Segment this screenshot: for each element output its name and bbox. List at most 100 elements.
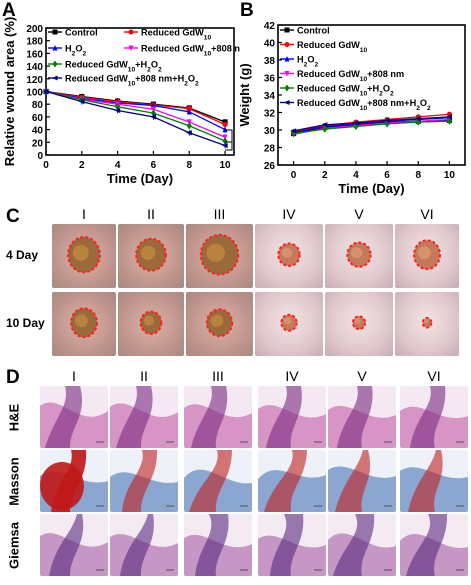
histology-row-label: Masson [6, 457, 22, 506]
photo-column-label: III [213, 206, 226, 222]
histology-row-label: H&E [6, 403, 22, 432]
legend-label: Reduced GdW10+H2O2 [65, 60, 162, 74]
tissue-section [258, 514, 326, 576]
wound-photo [255, 224, 323, 288]
data-point [150, 102, 157, 109]
wound-photo [186, 292, 253, 356]
tissue-section [328, 450, 396, 512]
tissue-section [184, 450, 252, 512]
legend-entry: Reduced GdW10+808 nm+H2O2 [48, 74, 199, 88]
tissue-section [184, 514, 252, 576]
photo-column-label: IV [282, 206, 296, 222]
legend-label: Reduced GdW10+808 nm [141, 44, 240, 58]
data-point [186, 108, 192, 115]
tissue-section [40, 386, 108, 448]
y-tick-label: 180 [26, 37, 43, 48]
legend-label: Reduced GdW10+H2O2 [297, 84, 394, 98]
data-point [222, 126, 228, 133]
legend-marker [52, 60, 58, 68]
series-line [293, 116, 450, 132]
y-tick-label: 60 [32, 113, 44, 124]
wound-photo [325, 224, 393, 288]
legend-marker [284, 42, 290, 47]
histology-image [258, 450, 326, 512]
y-tick-label: 40 [32, 126, 44, 137]
y-tick-label: 0 [37, 151, 43, 162]
legend-entry: Reduced GdW10+808 nm [124, 44, 240, 58]
legend-label: H2O2 [65, 44, 86, 58]
x-tick-label: 6 [151, 160, 157, 171]
data-point [78, 99, 85, 105]
tissue-section [184, 386, 252, 448]
wound-outline [351, 315, 367, 331]
legend-marker [52, 45, 58, 51]
x-tick-label: 0 [43, 160, 49, 171]
legend-entry: H2O2 [48, 44, 86, 58]
data-point [150, 109, 157, 117]
y-tick-label: 34 [264, 91, 276, 102]
tissue-section [258, 386, 326, 448]
histology-column-label: V [357, 368, 367, 384]
wound-outline [135, 237, 167, 272]
wound-outline [421, 316, 433, 329]
y-tick-label: 20 [32, 138, 44, 149]
legend-entry: Reduced GdW10+H2O2 [280, 84, 394, 98]
weight-chart: 26 28 30 32 34 36 38 40 42 0 2 4 6 8 10 Time (Day) Weigh… [240, 21, 466, 196]
panel-letter-c: C [6, 206, 20, 227]
legend-marker [284, 71, 290, 77]
legend-entry: Control [280, 26, 330, 36]
legend-label: Reduced GdW10+808 nm+H2O2 [65, 74, 199, 88]
photo-column-label: VI [420, 206, 434, 222]
y-axis-label: Relative wound area (%) [2, 17, 17, 167]
series-1 [43, 88, 228, 128]
histology-image [184, 450, 252, 512]
legend-label: Control [65, 28, 98, 38]
series-line [45, 90, 226, 126]
data-point [352, 120, 359, 126]
data-point [415, 118, 421, 126]
legend-label: Reduced GdW10 [141, 28, 211, 42]
legend-marker [52, 75, 58, 81]
histology-column-label: IV [285, 368, 299, 384]
data-point [290, 128, 297, 134]
photo-column-label: V [354, 206, 364, 222]
data-point [186, 122, 192, 130]
data-point [383, 117, 390, 123]
y-axis-label: Weight (g) [240, 63, 252, 126]
x-tick-label: 8 [186, 160, 192, 171]
legend-label: Reduced GdW10+808 nm+H2O2 [297, 98, 431, 112]
x-tick-label: 6 [384, 170, 390, 181]
series-line [293, 120, 450, 135]
legend-entry: Reduced GdW10 [280, 40, 367, 54]
data-point [221, 142, 228, 149]
tissue-section [110, 386, 178, 448]
legend-label: Control [297, 26, 330, 36]
x-tick-label: 8 [415, 170, 421, 181]
wound-outline [67, 236, 101, 274]
legend-marker [128, 45, 134, 51]
wound-photo [395, 292, 459, 356]
significance-bracket [225, 129, 233, 151]
series-line [293, 113, 450, 133]
histology-image [40, 386, 108, 448]
data-point [446, 114, 453, 120]
legend-marker [52, 29, 58, 35]
data-point [321, 122, 328, 128]
series-line [45, 90, 226, 147]
y-tick-label: 40 [264, 39, 276, 50]
x-tick-label: 10 [219, 160, 231, 171]
wound-photo [395, 224, 459, 288]
series-3 [43, 88, 228, 141]
series-5 [42, 88, 228, 149]
histology-image [400, 450, 468, 512]
histology-column-label: II [140, 368, 148, 384]
histology-image [258, 514, 326, 576]
histology-image [40, 450, 108, 512]
histology-image [110, 514, 178, 576]
tissue-section [110, 450, 178, 512]
tissue-section [328, 514, 396, 576]
y-tick-label: 26 [264, 161, 276, 172]
wound-outline [199, 233, 240, 276]
y-tick-label: 32 [264, 109, 276, 120]
wound-outline [205, 308, 234, 338]
